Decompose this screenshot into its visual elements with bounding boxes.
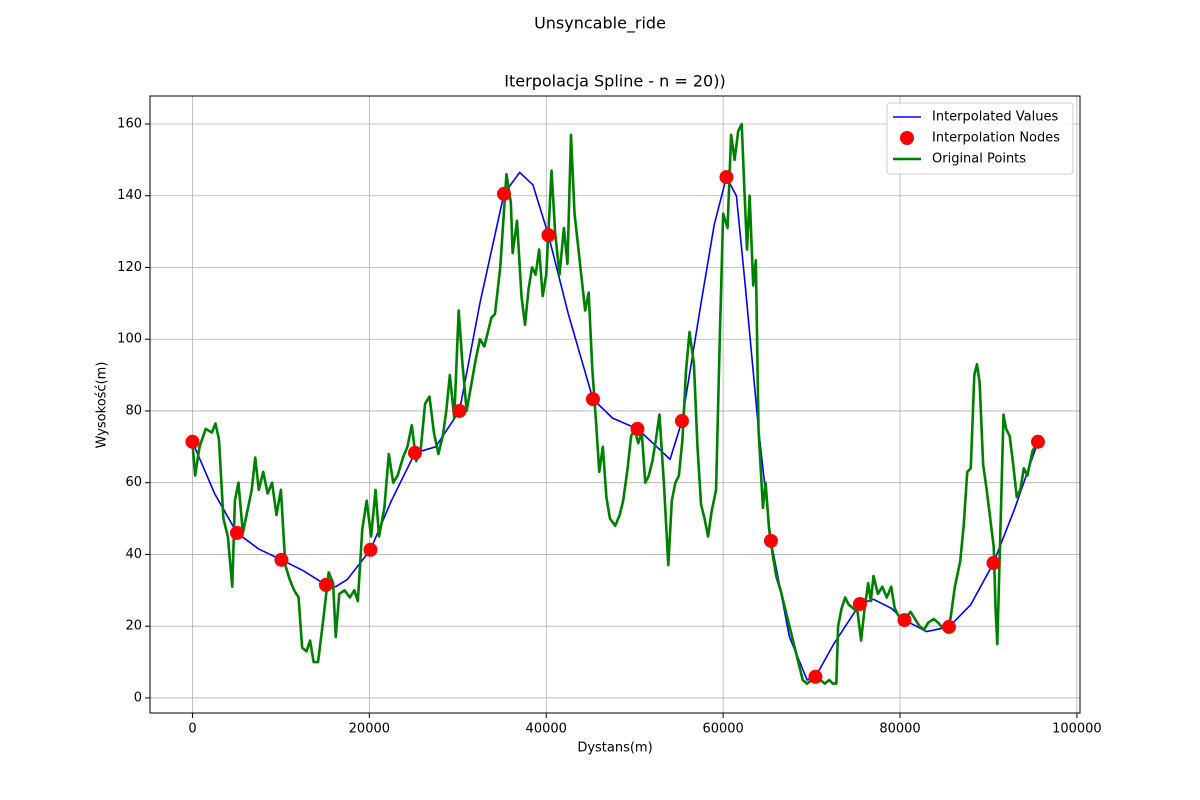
marker [407,445,422,460]
legend-label: Interpolated Values [932,110,1058,125]
y-tick-label: 80 [125,403,142,418]
legend-label: Interpolation Nodes [932,131,1060,146]
y-tick-label: 20 [125,619,142,634]
y-tick-label: 120 [117,260,142,275]
y-tick-label: 100 [117,332,142,347]
x-tick-label: 20000 [349,722,390,737]
line [191,171,1039,681]
marker [363,542,378,557]
marker [452,403,467,418]
y-axis-label: Wysokość(m) [95,362,110,449]
marker [808,669,823,684]
legend-box [886,102,1074,175]
marker [229,525,244,540]
x-axis-label: Dystans(m) [577,741,652,756]
marker [897,613,912,628]
marker [496,186,511,201]
x-tick-label: 40000 [526,722,567,737]
y-tick-label: 160 [117,116,142,131]
suptitle: Unsyncable_ride [534,14,666,34]
plot-frame [149,95,1081,714]
y-tick-label: 40 [125,547,142,562]
marker [274,552,289,567]
marker [185,434,200,449]
legend-marker [900,131,914,145]
x-tick-label: 80000 [879,722,920,737]
x-tick-label: 100000 [1052,722,1102,737]
marker [585,392,600,407]
marker [719,170,734,185]
marker [674,414,689,429]
chart-title: Iterpolacja Spline - n = 20)) [504,72,725,91]
marker [1030,434,1045,449]
marker [941,619,956,634]
y-tick-label: 0 [134,690,142,705]
marker [318,577,333,592]
legend-label: Original Points [932,152,1026,167]
marker [986,556,1001,571]
marker [630,421,645,436]
marker [852,596,867,611]
x-tick-label: 0 [188,722,196,737]
y-tick-label: 140 [117,188,142,203]
marker [763,533,778,548]
y-tick-label: 60 [125,475,142,490]
marker [541,228,556,243]
x-tick-label: 60000 [702,722,743,737]
